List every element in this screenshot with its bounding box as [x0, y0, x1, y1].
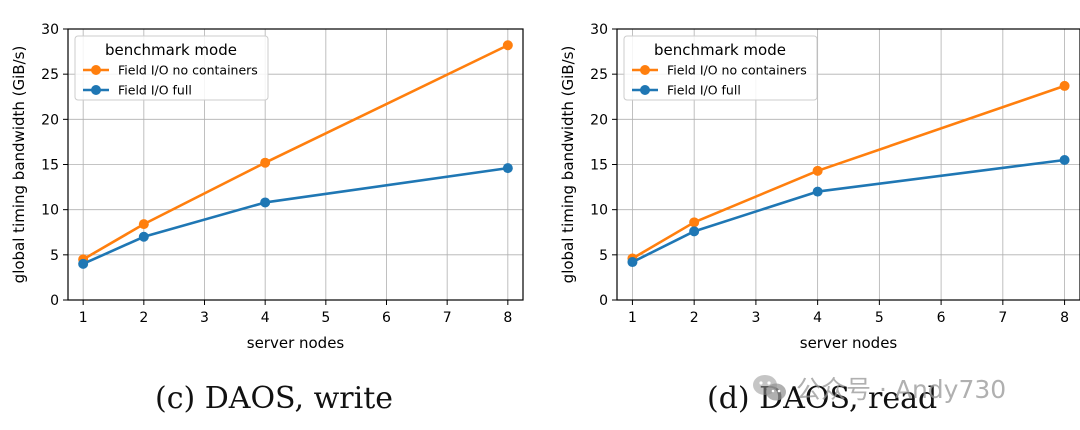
- plot-frame: [616, 28, 1080, 301]
- data-point: [260, 157, 271, 168]
- data-point: [78, 258, 89, 269]
- chart-panel-2: 1 2 3 4 5 6 7 8 0 5 10 15 20 25 30 server nodes global t…: [559, 22, 1080, 352]
- x-axis-label: server nodes: [800, 334, 898, 352]
- legend-label: Field I/O no containers: [118, 63, 258, 78]
- x-tick-label: 2: [139, 310, 148, 326]
- x-tick-label: 7: [998, 310, 1007, 326]
- series-line-1: [82, 44, 509, 261]
- data-point: [627, 257, 638, 268]
- x-tick-label: 8: [1060, 310, 1069, 326]
- legend: benchmark mode Field I/O no containers Fie…: [74, 35, 269, 101]
- legend-marker: [91, 65, 101, 75]
- y-axis-label: global timing bandwidth (GiB/s): [559, 46, 577, 284]
- data-point: [689, 217, 700, 228]
- legend-label: Field I/O full: [667, 83, 741, 98]
- data-point: [138, 231, 149, 242]
- y-tick-label: 10: [41, 203, 59, 219]
- chart-panel-1: 1 2 3 4 5 6 7 8 0 5 10 15 20 25 30 server nodes global t…: [10, 22, 524, 352]
- x-tick-label: 5: [321, 310, 330, 326]
- x-tick-label: 8: [503, 310, 512, 326]
- x-tick-label: 1: [628, 310, 637, 326]
- legend: benchmark mode Field I/O no containers Fie…: [623, 35, 818, 101]
- series-line-2: [82, 166, 509, 266]
- y-tick-label: 5: [50, 248, 59, 264]
- caption-left: (c) DAOS, write: [155, 381, 394, 416]
- y-tick-label: 25: [590, 67, 608, 83]
- caption-right: (d) DAOS, read: [707, 381, 938, 416]
- data-point: [502, 40, 513, 51]
- y-tick-label: 15: [41, 158, 59, 174]
- x-tick-label: 6: [937, 310, 946, 326]
- y-tick-label: 30: [590, 22, 608, 38]
- x-tick-label: 4: [813, 310, 822, 326]
- data-point: [812, 165, 823, 176]
- y-axis-label: global timing bandwidth (GiB/s): [10, 46, 28, 284]
- x-tick-label: 2: [690, 310, 699, 326]
- x-tick-label: 5: [875, 310, 884, 326]
- x-tick-label: 1: [79, 310, 88, 326]
- legend-box: [623, 35, 818, 101]
- watermark: 公众号 · Andy730: [752, 368, 1006, 408]
- plot-frame: [67, 28, 524, 301]
- x-tick-label: 3: [751, 310, 760, 326]
- data-point: [138, 219, 149, 230]
- x-tick-label: 4: [261, 310, 270, 326]
- y-tick-label: 20: [590, 112, 608, 128]
- legend-label: Field I/O no containers: [667, 63, 807, 78]
- legend-marker: [91, 85, 101, 95]
- y-tick-label: 15: [590, 158, 608, 174]
- watermark-text: 公众号 · Andy730: [796, 375, 1007, 404]
- data-point: [1059, 80, 1070, 91]
- data-point: [1059, 154, 1070, 165]
- x-tick-label: 7: [443, 310, 452, 326]
- y-tick-label: 20: [41, 112, 59, 128]
- x-tick-label: 3: [200, 310, 209, 326]
- data-point: [502, 163, 513, 174]
- series-line-2: [631, 158, 1065, 264]
- legend-marker: [640, 65, 650, 75]
- x-tick-label: 6: [382, 310, 391, 326]
- y-tick-label: 0: [599, 293, 608, 309]
- y-tick-label: 5: [599, 248, 608, 264]
- data-point: [812, 186, 823, 197]
- legend-box: [74, 35, 269, 101]
- legend-title: benchmark mode: [105, 41, 237, 59]
- y-tick-label: 30: [41, 22, 59, 38]
- x-axis-label: server nodes: [247, 334, 345, 352]
- legend-marker: [640, 85, 650, 95]
- data-point: [689, 226, 700, 237]
- y-tick-label: 10: [590, 203, 608, 219]
- y-tick-label: 25: [41, 67, 59, 83]
- series-line-1: [631, 84, 1065, 260]
- wechat-logo-icon: [753, 375, 786, 401]
- data-point: [260, 197, 271, 208]
- legend-label: Field I/O full: [118, 83, 192, 98]
- y-tick-label: 0: [50, 293, 59, 309]
- legend-title: benchmark mode: [654, 41, 786, 59]
